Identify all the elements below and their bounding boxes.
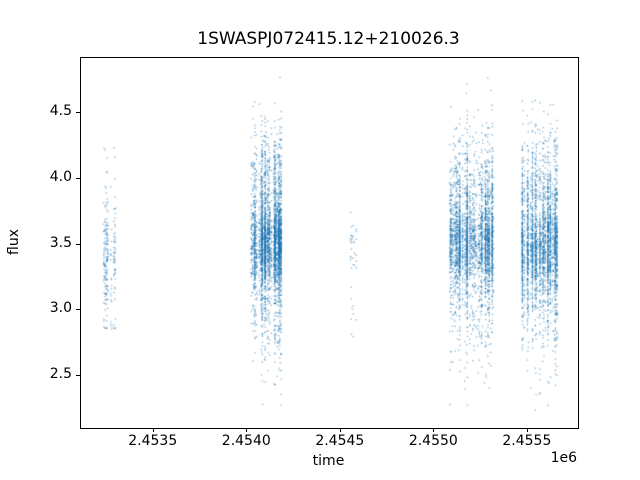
x-tick-mark [433,428,435,432]
scatter-points-canvas [81,58,578,428]
x-axis-label: time [312,453,345,469]
y-tick-label: 3.0 [49,300,72,317]
x-tick-mark [246,428,248,432]
x-axis-offset-label: 1e6 [550,450,577,466]
y-axis-label: flux [6,229,22,255]
x-tick-mark [152,428,154,432]
x-tick-label: 2.4540 [221,433,271,449]
y-tick-label: 3.5 [49,234,72,251]
y-tick-mark [76,374,80,376]
x-tick-label: 2.4545 [315,433,365,449]
y-tick-mark [76,112,80,114]
x-tick-label: 2.4555 [502,433,552,449]
y-tick-mark [76,243,80,245]
y-tick-mark [76,309,80,311]
x-tick-label: 2.4550 [408,433,458,449]
x-tick-mark [339,428,341,432]
y-tick-label: 2.5 [49,365,72,382]
y-tick-label: 4.5 [49,103,72,120]
plot-area [80,57,579,429]
y-tick-label: 4.0 [49,168,72,185]
x-tick-mark [526,428,528,432]
x-tick-label: 2.4535 [128,433,178,449]
chart-title: 1SWASPJ072415.12+210026.3 [197,29,460,49]
y-tick-mark [76,177,80,179]
